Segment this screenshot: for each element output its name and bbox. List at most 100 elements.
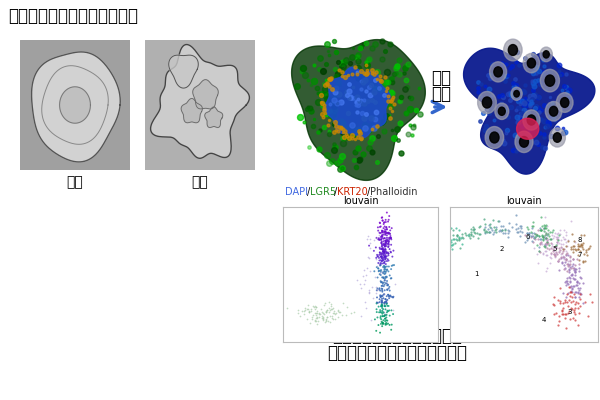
Point: [313, 98, 323, 105]
Point: [328, 110, 337, 117]
Point: [338, 135, 348, 142]
Point: [515, 228, 524, 234]
Point: [364, 242, 374, 249]
Point: [442, 237, 451, 244]
Point: [533, 114, 543, 121]
Point: [358, 41, 368, 47]
Text: 4: 4: [541, 316, 545, 322]
Point: [421, 247, 431, 254]
Point: [382, 278, 392, 284]
Point: [448, 242, 457, 248]
Point: [365, 245, 375, 251]
Point: [356, 78, 366, 84]
Point: [341, 312, 351, 318]
Point: [375, 77, 385, 83]
Point: [494, 218, 503, 224]
Point: [325, 307, 335, 314]
Point: [570, 311, 580, 317]
Point: [352, 98, 362, 105]
Point: [479, 227, 488, 233]
Point: [329, 97, 338, 103]
Point: [560, 236, 569, 242]
Point: [319, 101, 329, 108]
Point: [311, 304, 321, 311]
Point: [377, 305, 387, 311]
Point: [357, 109, 367, 116]
Point: [382, 293, 392, 299]
Point: [387, 225, 397, 231]
Point: [337, 312, 346, 318]
Point: [542, 240, 551, 246]
Point: [418, 263, 428, 270]
Point: [564, 269, 574, 275]
Point: [380, 258, 389, 265]
Point: [353, 75, 363, 82]
Point: [569, 291, 579, 298]
Point: [570, 301, 580, 307]
Point: [562, 268, 572, 274]
Point: [355, 98, 365, 104]
Point: [380, 275, 390, 281]
Point: [563, 281, 572, 287]
Point: [372, 235, 382, 241]
Point: [557, 311, 566, 317]
Point: [383, 292, 393, 298]
Point: [376, 267, 385, 274]
Point: [312, 85, 322, 91]
Point: [362, 70, 372, 76]
Point: [352, 102, 361, 108]
Text: 6: 6: [526, 234, 530, 240]
Point: [369, 248, 379, 254]
Point: [391, 281, 400, 288]
Point: [376, 307, 385, 313]
Point: [424, 254, 434, 260]
Point: [519, 99, 529, 106]
Point: [309, 77, 319, 84]
Point: [383, 282, 392, 288]
Point: [340, 92, 350, 99]
Point: [377, 296, 387, 302]
Point: [547, 236, 556, 242]
Point: [554, 68, 564, 74]
Point: [389, 294, 398, 300]
Point: [383, 98, 392, 104]
Point: [417, 280, 427, 286]
Point: [530, 105, 540, 112]
Point: [560, 259, 570, 266]
Point: [574, 257, 584, 263]
Point: [539, 226, 548, 232]
Point: [340, 59, 349, 66]
Point: [372, 306, 382, 312]
Circle shape: [490, 62, 506, 82]
Point: [338, 126, 348, 133]
Point: [542, 223, 552, 229]
Point: [381, 296, 391, 302]
Point: [377, 56, 387, 62]
Point: [316, 91, 326, 97]
Point: [380, 249, 389, 255]
Point: [522, 100, 532, 106]
Point: [314, 311, 323, 317]
Point: [539, 222, 548, 228]
Text: 分化: 分化: [431, 69, 451, 87]
Point: [465, 235, 475, 241]
Point: [380, 308, 389, 315]
Point: [377, 228, 387, 234]
Point: [379, 249, 388, 255]
Point: [572, 278, 581, 284]
Point: [458, 230, 467, 237]
Point: [531, 231, 541, 237]
Point: [491, 224, 501, 230]
Point: [568, 285, 577, 292]
Point: [330, 143, 340, 150]
Point: [563, 310, 572, 316]
Point: [427, 245, 436, 252]
Point: [343, 128, 352, 134]
Point: [473, 89, 483, 95]
Point: [570, 269, 580, 275]
Point: [577, 242, 587, 248]
Point: [320, 107, 329, 113]
Point: [377, 228, 387, 234]
Point: [377, 233, 386, 239]
Point: [555, 231, 565, 238]
